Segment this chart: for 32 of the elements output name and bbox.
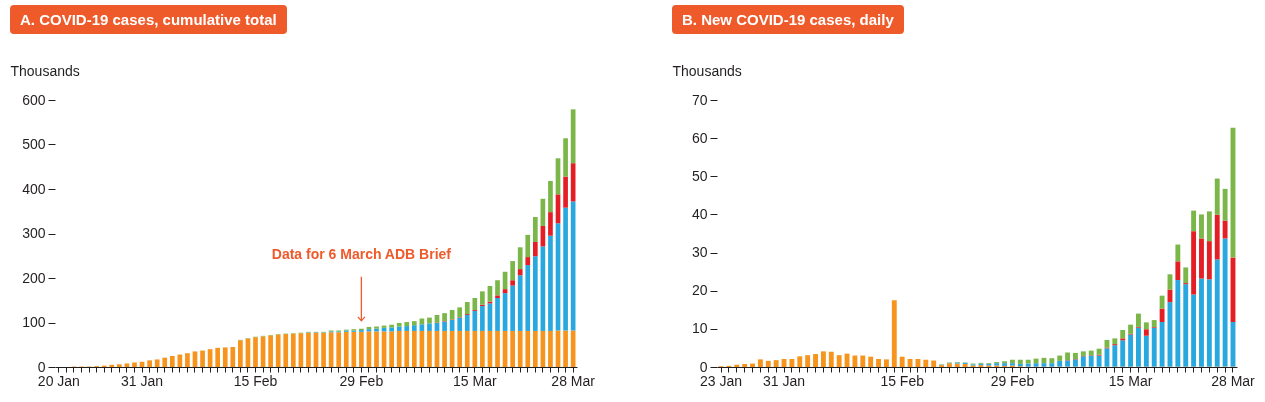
y-tick-label: 50	[691, 167, 708, 184]
y-tick-label: 10	[691, 320, 708, 337]
y-tick-label: 0	[699, 358, 708, 375]
y-tick-label: 40	[691, 205, 708, 222]
y-tick-label: 60	[691, 129, 708, 146]
x-tick-label: 29 Feb	[339, 372, 384, 389]
x-tick-label: 28 Mar	[1211, 372, 1256, 389]
x-tick-label: 23 Jan	[699, 372, 743, 389]
y-tick-label: 100	[22, 314, 46, 330]
x-tick-label: 31 Jan	[763, 372, 806, 389]
x-tick-label: 15 Mar	[453, 372, 497, 389]
y-tick-label: 600	[22, 91, 46, 108]
x-tick-label: 20 Jan	[37, 372, 80, 389]
y-tick-label: 400	[22, 180, 46, 197]
y-axis-title: Thousands	[10, 62, 80, 79]
x-tick-label: 15 Mar	[1108, 372, 1153, 389]
x-tick-label: 31 Jan	[121, 372, 164, 389]
chart-title: A. COVID-19 cases, cumulative total	[10, 5, 287, 34]
x-tick-label: 15 Feb	[880, 372, 925, 389]
y-axis-title: Thousands	[672, 62, 742, 79]
y-tick-label: 20	[691, 282, 708, 299]
x-tick-label: 29 Feb	[990, 372, 1035, 389]
y-tick-label: 30	[691, 244, 708, 261]
y-tick-label: 70	[691, 91, 708, 108]
x-tick-label: 15 Feb	[233, 372, 278, 389]
x-tick-label: 28 Mar	[551, 372, 596, 389]
chart-title: B. New COVID-19 cases, daily	[672, 5, 904, 34]
y-tick-label: 300	[22, 225, 46, 241]
annotation: Data for 6 March ADB Brief	[271, 245, 452, 262]
y-tick-label: 200	[22, 269, 46, 286]
y-tick-label: 500	[22, 136, 46, 152]
y-tick-label: 0	[37, 358, 46, 375]
